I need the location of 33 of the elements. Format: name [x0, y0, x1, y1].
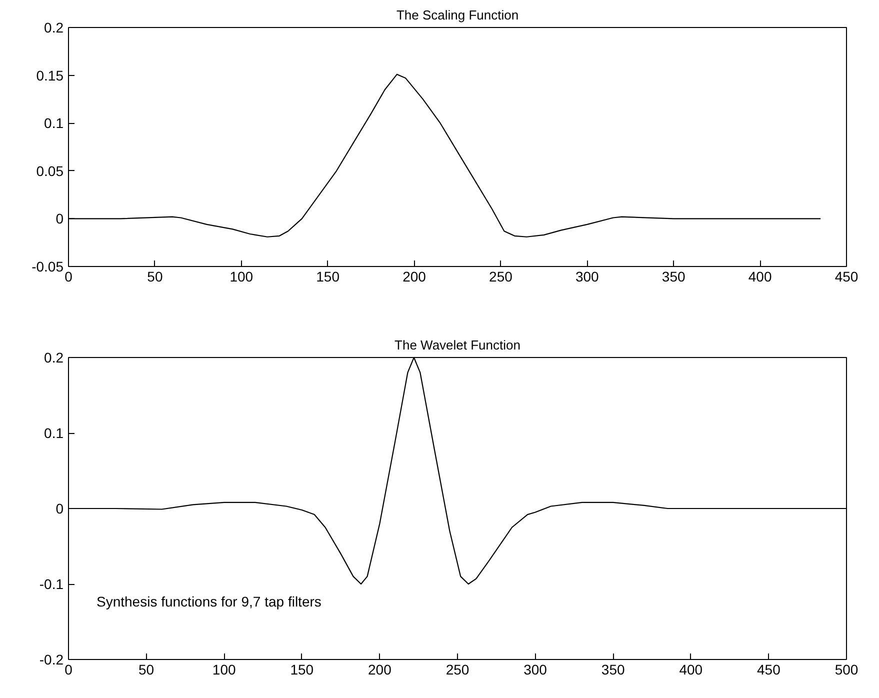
y-tick-label: 0.05	[36, 162, 64, 179]
chart-title: The Scaling Function	[396, 8, 519, 22]
x-tick-label: 350	[662, 268, 686, 284]
x-tick-label: 50	[138, 662, 154, 678]
x-tick-label: 400	[748, 268, 772, 284]
x-tick-label: 100	[212, 662, 236, 678]
x-tick-label: 450	[757, 662, 781, 678]
y-tick-label: 0.2	[44, 20, 64, 36]
x-tick-label: 50	[147, 268, 163, 284]
y-tick-label: 0	[56, 500, 64, 516]
y-tick-label: -0.05	[32, 258, 64, 274]
x-tick-label: 500	[834, 662, 858, 678]
annotation: Synthesis functions for 9,7 tap filters	[96, 594, 322, 610]
x-tick-label: 300	[524, 662, 548, 678]
y-tick-label: 0.15	[36, 67, 64, 84]
y-tick-label: -0.2	[39, 652, 64, 668]
x-tick-label: 200	[402, 268, 426, 284]
x-tick-label: 400	[679, 662, 703, 678]
y-tick-label: 0.2	[44, 350, 64, 366]
x-tick-label: 250	[489, 268, 513, 284]
y-tick-label: 0.1	[44, 425, 64, 441]
x-tick-label: 350	[601, 662, 625, 678]
x-tick-label: 450	[834, 268, 858, 284]
chart-title: The Wavelet Function	[394, 338, 520, 352]
y-tick-label: 0.1	[44, 115, 64, 132]
x-tick-label: 200	[368, 662, 392, 678]
y-tick-label: 0	[56, 210, 64, 227]
x-tick-label: 250	[446, 662, 470, 678]
x-tick-label: 150	[290, 662, 314, 678]
x-tick-label: 300	[575, 268, 600, 284]
x-tick-label: 100	[230, 268, 254, 284]
y-tick-label: -0.1	[39, 576, 64, 592]
x-tick-label: 150	[316, 268, 340, 284]
